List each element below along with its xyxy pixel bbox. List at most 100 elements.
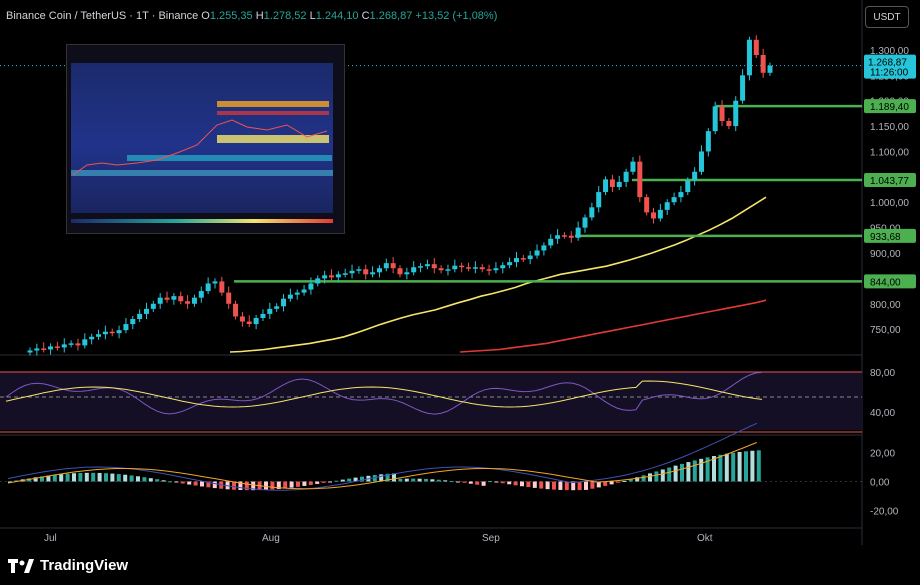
candle-body [102,331,108,335]
macd-histogram-bar [539,481,544,489]
candle-body [315,278,321,284]
macd-histogram-bar [187,481,192,485]
heatmap-thumbnail [71,63,333,223]
macd-histogram-bar [321,481,326,483]
macd-histogram-bar [526,481,531,488]
macd-histogram-bar [212,481,217,489]
macd-histogram-bar [52,474,57,482]
support-level-label: 933,68 [870,232,901,243]
macd-histogram-bar [116,474,121,482]
support-level-label: 1.043,77 [870,176,909,187]
support-level-tag [864,228,916,243]
macd-histogram-bar [65,473,70,482]
macd-histogram-bar [347,478,352,482]
macd-histogram-bar [577,481,582,491]
macd-histogram-bar [731,452,736,482]
candle-body [198,291,204,298]
candle-body [493,268,499,271]
candle-body [226,292,232,304]
macd-histogram-bar [744,451,748,482]
candle-body [541,245,547,251]
close-value: 1.268,87 [369,10,413,22]
candle-body [418,266,424,268]
candle-body [308,283,314,290]
support-level-tag [864,99,916,114]
macd-histogram-bar [750,450,755,482]
candle-body [82,339,88,346]
macd-histogram-bar [334,480,339,482]
macd-histogram-bar [673,465,678,482]
candle-body [349,270,355,274]
candle-body [603,179,609,193]
candle-body [760,55,766,73]
time-tick-label: Aug [262,533,280,544]
macd-histogram-bar [475,481,480,485]
macd-histogram-bar [200,481,204,487]
candle-body [657,209,663,219]
macd-histogram-bar [372,475,377,482]
candle-body [568,235,574,238]
candle-body [335,274,341,278]
tradingview-logo[interactable]: TradingView [8,557,128,574]
price-tick-label: 750,00 [870,325,901,336]
candle-body [637,161,643,198]
candle-body [582,217,588,228]
macd-histogram-bar [251,481,256,491]
candle-body [48,346,54,350]
candle-body [479,267,485,270]
candle-body [609,179,615,187]
candle-body [466,267,472,269]
macd-histogram-bar [27,478,32,482]
high-label: H [255,10,264,22]
macd-histogram-bar [718,454,723,482]
macd-histogram-bar [340,479,345,482]
low-value: 1.244,10 [315,10,359,22]
macd-histogram-bar [564,481,569,491]
macd-histogram-bar [193,481,198,486]
macd-histogram-bar [289,481,294,488]
macd-histogram-bar [84,472,89,482]
candle-body [411,267,417,273]
tradingview-icon [8,558,34,573]
macd-histogram-bar [398,478,403,482]
macd-histogram-bar [430,479,435,482]
candle-body [150,303,156,309]
macd-histogram-bar [385,473,390,482]
candle-body [109,331,115,334]
candle-body [171,296,177,300]
candle-body [424,264,430,267]
candle-body [589,207,595,218]
macd-histogram-bar [737,451,742,482]
candle-body [301,289,307,293]
candle-body [623,171,629,182]
price-tick-label: 800,00 [870,300,901,311]
low-label: L [309,10,316,22]
macd-histogram-bar [238,481,243,491]
macd-histogram-bar [462,481,467,483]
candle-body [438,268,444,271]
macd-histogram-bar [468,481,473,484]
candle-body [356,269,362,271]
candle-body [164,297,170,300]
price-tick-label: 900,00 [870,249,901,260]
price-tick-label: 1.100,00 [870,147,909,158]
candle-body [746,39,752,76]
footer-bar [0,547,920,585]
currency-button[interactable]: USDT [865,6,909,28]
candle-body [294,292,300,295]
macd-histogram-bar [456,481,460,483]
high-value: 1.278,52 [263,10,307,22]
macd-histogram-bar [97,472,102,482]
macd-histogram-bar [283,481,288,489]
symbol-title[interactable]: Binance Coin / TetherUS · 1T · Binance [6,10,199,22]
macd-histogram-bar [14,480,19,482]
price-tick-label: 1.150,00 [870,122,909,133]
macd-histogram-bar [8,481,12,483]
candle-body [705,131,711,152]
candle-body [27,350,33,353]
macd-histogram-bar [104,473,108,482]
candle-body [239,316,245,322]
macd-histogram-bar [270,481,275,490]
candle-body [260,313,266,318]
